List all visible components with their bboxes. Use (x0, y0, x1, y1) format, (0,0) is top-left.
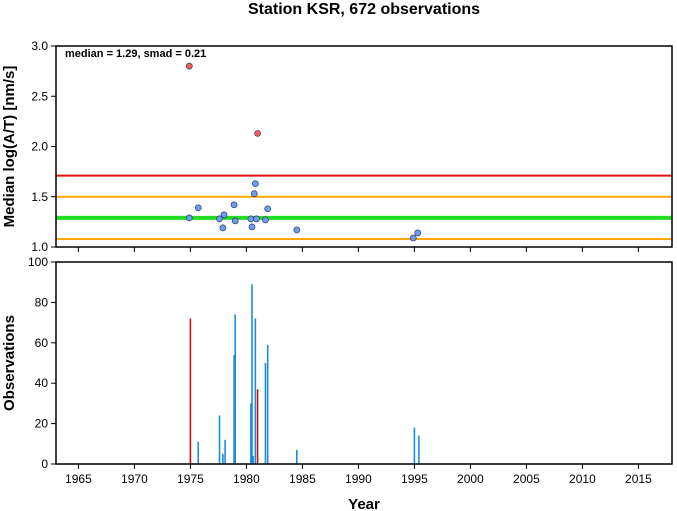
data-point (293, 226, 301, 234)
top-panel-y-tick-label: 2.0 (31, 140, 48, 154)
x-tick-label: 1985 (289, 472, 316, 486)
x-tick-label: 1995 (401, 472, 428, 486)
outlier-point (185, 62, 193, 70)
top-panel-y-tick-label: 1.0 (31, 240, 48, 254)
top-panel-y-axis-label: Median log(A/T) [nm/s] (1, 66, 18, 228)
data-point (216, 215, 223, 223)
x-tick-label: 1970 (121, 472, 148, 486)
x-tick-label: 1990 (345, 472, 372, 486)
top-panel-y-tick-label: 1.5 (31, 190, 48, 204)
data-point (414, 229, 422, 237)
x-tick-label: 2010 (569, 472, 596, 486)
median-smad-annotation: median = 1.29, smad = 0.21 (65, 48, 206, 60)
bottom-panel-y-tick-label: 60 (35, 336, 49, 350)
data-point (253, 215, 260, 223)
bottom-panel-y-axis-label: Observations (1, 315, 18, 411)
top-panel-frame (55, 45, 673, 248)
chart-title: Station KSR, 672 observations (248, 1, 480, 18)
x-tick-label: 2000 (457, 472, 484, 486)
top-panel-y-tick-label: 3.0 (31, 39, 48, 53)
data-point (231, 217, 239, 225)
data-point (230, 201, 238, 209)
observations-panel: 0 20 40 60 80 100 1965 1970 1975 1980 1985 1990 1995… (1, 255, 673, 486)
data-point (247, 215, 255, 223)
top-panel-y-tick-label: 2.5 (31, 89, 48, 103)
data-point (264, 205, 272, 213)
data-point (185, 214, 193, 222)
x-tick-label: 2005 (513, 472, 540, 486)
bottom-panel-y-tick-label: 40 (35, 376, 49, 390)
data-point (219, 224, 227, 232)
x-tick-label: 1975 (177, 472, 204, 486)
outlier-point (254, 130, 261, 137)
x-tick-label: 1965 (65, 472, 92, 486)
bottom-panel-frame (55, 261, 673, 465)
x-tick-label: 2015 (625, 472, 652, 486)
data-point (252, 180, 259, 188)
data-point (248, 223, 256, 231)
data-point (220, 211, 228, 219)
data-point (262, 216, 269, 224)
data-point (250, 190, 258, 198)
x-axis-label: Year (348, 496, 380, 511)
data-point (409, 234, 417, 242)
x-tick-label: 1980 (233, 472, 260, 486)
median-amplitude-panel: 1.0 1.5 2.0 2.5 3.0 Median log(A/T) [nm/s] med… (1, 39, 673, 254)
bottom-panel-y-tick-label: 0 (41, 457, 48, 471)
bottom-panel-y-tick-label: 20 (35, 417, 49, 431)
bottom-panel-y-tick-label: 80 (35, 295, 49, 309)
bottom-panel-y-tick-label: 100 (28, 255, 48, 269)
data-point (194, 204, 202, 212)
